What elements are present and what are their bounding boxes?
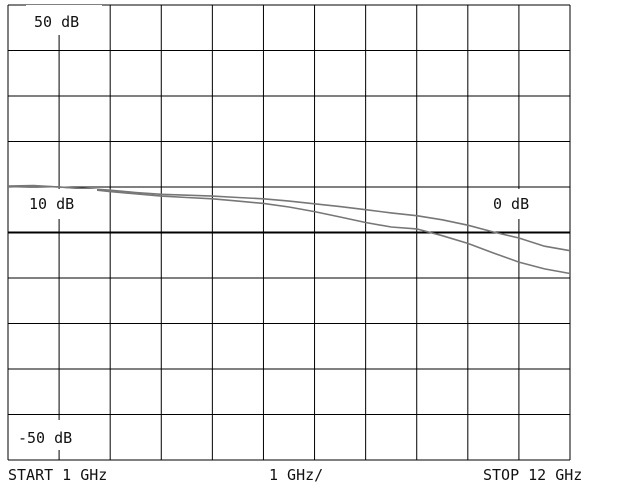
- chart-labels: 50 dB 10 dB 0 dB -50 dB: [14, 5, 553, 450]
- label-background: [21, 189, 97, 219]
- label-background: [26, 5, 102, 35]
- bottom-scale-label: -50 dB: [18, 429, 72, 447]
- chart-grid: [7, 4, 571, 461]
- trace-line-1: [7, 185, 571, 252]
- reference-right-label: 0 dB: [493, 195, 529, 213]
- x-stop-label: STOP 12 GHz: [483, 466, 583, 484]
- x-start-label: START 1 GHz: [8, 466, 108, 484]
- chart-traces: [7, 184, 571, 275]
- top-scale-label: 50 dB: [34, 13, 79, 31]
- reference-left-label: 10 dB: [29, 195, 74, 213]
- trace-line-2: [7, 184, 571, 275]
- label-background: [14, 420, 98, 450]
- x-scale-label: 1 GHz/: [269, 466, 324, 484]
- label-background: [487, 189, 553, 219]
